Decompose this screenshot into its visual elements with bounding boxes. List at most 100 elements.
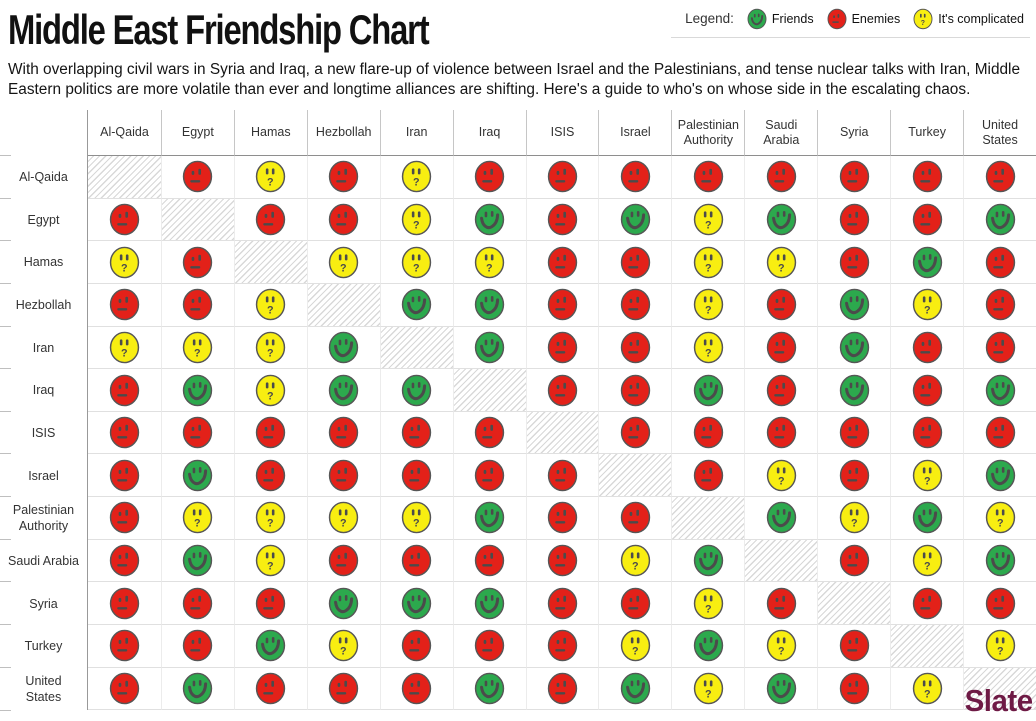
matrix-cell bbox=[525, 156, 599, 199]
matrix-cell: ? bbox=[744, 454, 818, 498]
enemies-face-icon bbox=[183, 288, 213, 321]
complicated-face-icon: ? bbox=[401, 161, 432, 193]
svg-text:?: ? bbox=[340, 262, 347, 274]
column-header: Turkey bbox=[890, 110, 964, 156]
complicated-face-icon: ? bbox=[693, 331, 724, 364]
matrix-cell: ? bbox=[379, 198, 453, 242]
complicated-face-icon: ? bbox=[329, 246, 359, 278]
complicated-face-icon: ? bbox=[693, 587, 724, 620]
enemies-face-icon bbox=[693, 459, 724, 492]
enemies-face-icon bbox=[839, 672, 869, 705]
friends-face-icon bbox=[183, 459, 213, 492]
complicated-face-icon: ? bbox=[183, 331, 213, 364]
matrix-cell bbox=[744, 369, 818, 412]
svg-text:?: ? bbox=[924, 689, 931, 701]
matrix-cell bbox=[379, 625, 453, 668]
matrix-cell bbox=[963, 156, 1036, 199]
friends-face-icon bbox=[183, 672, 213, 705]
svg-text:?: ? bbox=[851, 518, 858, 530]
matrix-cell bbox=[160, 156, 234, 199]
matrix-cell bbox=[671, 411, 745, 455]
enemies-face-icon bbox=[620, 246, 651, 278]
matrix-cell bbox=[890, 241, 964, 284]
complicated-face-icon: ? bbox=[693, 203, 724, 236]
enemies-face-icon bbox=[620, 502, 651, 534]
complicated-face-icon: ? bbox=[401, 502, 432, 534]
enemies-face-icon bbox=[401, 544, 432, 577]
complicated-face-icon: ? bbox=[912, 672, 942, 705]
matrix-cell: ? bbox=[233, 326, 307, 370]
matrix-cell bbox=[452, 198, 526, 242]
matrix-cell bbox=[233, 582, 307, 626]
matrix-cell: ? bbox=[598, 539, 672, 583]
svg-text:?: ? bbox=[997, 518, 1004, 530]
page-title: Middle East Friendship Chart bbox=[8, 6, 430, 53]
friends-face-icon bbox=[620, 672, 651, 705]
matrix-cell: ? bbox=[671, 667, 745, 711]
row-label: ISIS bbox=[0, 410, 88, 455]
complicated-face-icon: ? bbox=[256, 502, 286, 534]
matrix-cell bbox=[525, 667, 599, 711]
enemies-face-icon bbox=[693, 161, 724, 193]
complicated-face-icon: ? bbox=[766, 459, 796, 492]
matrix-cell bbox=[598, 369, 672, 412]
enemies-face-icon bbox=[256, 459, 286, 492]
row-label: Iran bbox=[0, 325, 88, 370]
matrix-cell bbox=[744, 411, 818, 455]
enemies-face-icon bbox=[109, 416, 140, 449]
matrix-cell bbox=[452, 454, 526, 498]
matrix-cell bbox=[598, 582, 672, 626]
svg-text:?: ? bbox=[705, 348, 712, 360]
matrix-cell bbox=[233, 625, 307, 668]
enemies-face-icon bbox=[620, 331, 651, 364]
enemies-face-icon bbox=[401, 672, 432, 705]
matrix-cell: ? bbox=[233, 497, 307, 540]
complicated-face-icon: ? bbox=[474, 246, 505, 278]
svg-text:?: ? bbox=[997, 646, 1004, 658]
enemies-face-icon bbox=[985, 288, 1015, 321]
matrix-cell bbox=[88, 497, 161, 540]
matrix-cell bbox=[963, 411, 1036, 455]
matrix-cell: ? bbox=[671, 241, 745, 284]
matrix-cell bbox=[88, 412, 161, 455]
complicated-face-icon: ? bbox=[256, 288, 286, 321]
enemies-face-icon bbox=[985, 331, 1015, 364]
enemies-face-icon bbox=[401, 416, 432, 449]
matrix-cell bbox=[525, 454, 599, 498]
matrix-cell bbox=[452, 582, 526, 626]
svg-text:?: ? bbox=[340, 518, 347, 530]
enemies-face-icon bbox=[985, 416, 1015, 449]
matrix-cell bbox=[671, 539, 745, 583]
svg-text:?: ? bbox=[194, 348, 201, 360]
friends-face-icon bbox=[329, 587, 359, 620]
complicated-face-icon: ? bbox=[620, 630, 651, 662]
svg-text:?: ? bbox=[705, 689, 712, 701]
matrix-cell bbox=[890, 369, 964, 412]
svg-text:?: ? bbox=[632, 646, 639, 658]
matrix-cell: ? bbox=[890, 454, 964, 498]
matrix-cell bbox=[817, 454, 891, 498]
svg-text:?: ? bbox=[413, 518, 420, 530]
matrix-cell: ? bbox=[671, 582, 745, 626]
enemies-face-icon bbox=[620, 374, 651, 406]
matrix-cell bbox=[452, 539, 526, 583]
matrix-cell bbox=[379, 582, 453, 626]
matrix-cell bbox=[598, 326, 672, 370]
matrix-cell bbox=[160, 667, 234, 711]
column-header: Palestinian Authority bbox=[671, 110, 745, 156]
legend-item-label: Enemies bbox=[851, 11, 901, 26]
row-label: Egypt bbox=[0, 197, 88, 242]
complicated-face-icon: ? bbox=[401, 203, 432, 236]
enemies-face-icon bbox=[827, 8, 847, 29]
legend-item-label: It's complicated bbox=[938, 11, 1024, 26]
friends-face-icon bbox=[474, 331, 505, 364]
matrix-cell bbox=[160, 582, 234, 626]
matrix-cell bbox=[379, 539, 453, 583]
enemies-face-icon bbox=[474, 416, 505, 449]
enemies-face-icon bbox=[839, 416, 869, 449]
matrix-cell bbox=[744, 198, 818, 242]
matrix-cell: ? bbox=[306, 241, 380, 284]
enemies-face-icon bbox=[766, 374, 796, 406]
enemies-face-icon bbox=[839, 203, 869, 236]
slate-logo[interactable]: Slate bbox=[964, 683, 1034, 718]
